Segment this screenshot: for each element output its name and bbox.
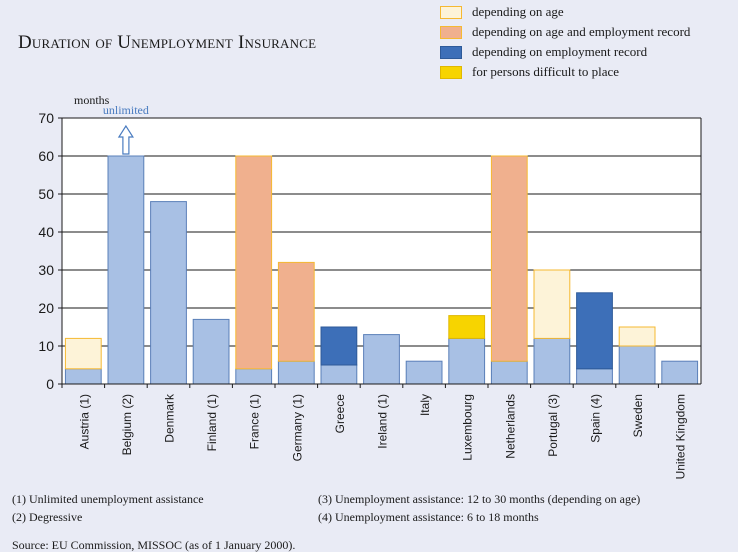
bar-base xyxy=(363,334,400,385)
legend-swatch-age-employment xyxy=(440,26,462,39)
x-tick-label: Netherlands xyxy=(503,394,517,459)
y-tick-label: 50 xyxy=(38,186,54,202)
y-tick-label: 20 xyxy=(38,300,54,316)
x-tick-label: Italy xyxy=(418,394,432,416)
bar-segment xyxy=(235,155,273,370)
y-tick-label: 0 xyxy=(46,376,54,392)
bar-base xyxy=(661,360,699,385)
up-arrow-icon xyxy=(117,124,134,155)
legend-label-age: depending on age xyxy=(472,4,564,19)
x-tick-label: Denmark xyxy=(163,393,177,443)
legend-label-difficult: for persons difficult to place xyxy=(472,64,620,79)
legend-swatch-employment xyxy=(440,46,462,59)
bar-base xyxy=(107,155,145,385)
x-tick-label: Sweden xyxy=(631,394,645,437)
footnote-3: (3) Unemployment assistance: 12 to 30 mo… xyxy=(318,492,641,506)
bar-base xyxy=(618,345,656,385)
bar-segment xyxy=(320,326,358,366)
y-tick-label: 30 xyxy=(38,262,54,278)
chart-title: Duration of Unemployment Insurance xyxy=(18,32,317,53)
y-tick-label: 40 xyxy=(38,224,54,240)
x-tick-label: Belgium (2) xyxy=(120,394,134,455)
bar-base xyxy=(405,360,443,385)
bar-segment xyxy=(576,292,613,370)
y-tick-label: 10 xyxy=(38,338,54,354)
footnote-1: (1) Unlimited unemployment assistance xyxy=(12,492,204,506)
source-note: Source: EU Commission, MISSOC (as of 1 J… xyxy=(12,538,296,552)
legend-swatch-age xyxy=(440,6,462,19)
bar-base xyxy=(576,368,613,385)
bar-base xyxy=(320,364,358,385)
footnote-4: (4) Unemployment assistance: 6 to 18 mon… xyxy=(318,510,539,524)
y-tick-label: 70 xyxy=(38,110,54,126)
x-tick-label: Portugal (3) xyxy=(546,394,560,457)
bar-segment xyxy=(490,155,528,362)
x-tick-label: France (1) xyxy=(248,394,262,449)
bar-segment xyxy=(277,261,315,362)
bar-base xyxy=(277,360,315,385)
bar-base xyxy=(490,360,528,385)
x-tick-label: Spain (4) xyxy=(589,394,603,443)
x-tick-label: Germany (1) xyxy=(290,394,304,461)
bar-base xyxy=(533,337,571,385)
bar-base xyxy=(235,368,273,385)
legend-label-employment: depending on employment record xyxy=(472,44,648,59)
x-tick-label: Ireland (1) xyxy=(376,394,390,449)
annotation-unlimited: unlimited xyxy=(103,103,149,117)
legend-label-age-employment: depending on age and employment record xyxy=(472,24,691,39)
bar-base xyxy=(192,318,230,385)
y-tick-label: 60 xyxy=(38,148,54,164)
x-tick-label: Greece xyxy=(333,394,347,434)
x-tick-label: United Kingdom xyxy=(674,394,688,479)
footnote-2: (2) Degressive xyxy=(12,510,83,524)
bar-base xyxy=(448,337,486,385)
bar-segment xyxy=(64,337,102,370)
x-tick-label: Austria (1) xyxy=(77,394,91,449)
bar-base xyxy=(64,368,102,385)
bar-segment xyxy=(448,315,486,339)
legend-swatch-difficult xyxy=(440,66,462,79)
bar-base xyxy=(150,201,187,385)
x-tick-label: Finland (1) xyxy=(205,394,219,451)
bar-segment xyxy=(533,269,571,339)
y-axis-label: months xyxy=(74,93,110,107)
bar-segment xyxy=(618,326,656,347)
x-tick-label: Luxembourg xyxy=(461,394,475,461)
